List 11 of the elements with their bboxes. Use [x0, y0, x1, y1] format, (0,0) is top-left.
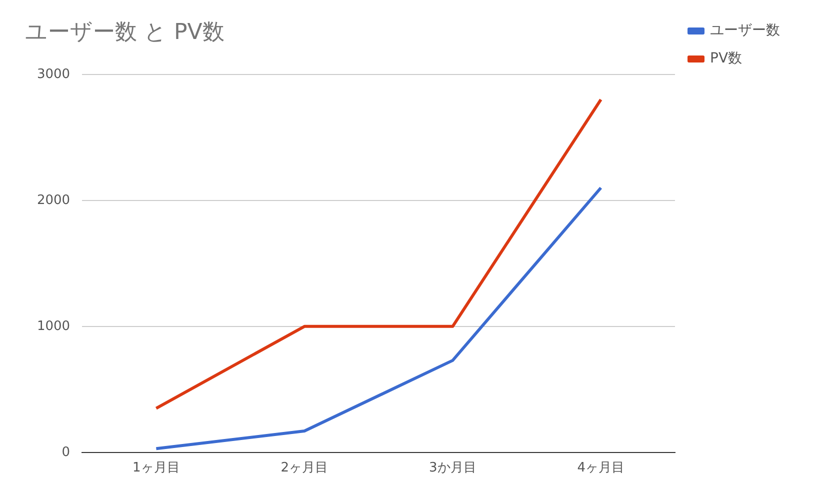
y-tick-label: 2000	[36, 192, 70, 208]
chart-title: ユーザー数 と PV数	[25, 20, 224, 45]
y-tick-label: 0	[62, 444, 70, 460]
x-tick-label: 3か月目	[429, 460, 476, 476]
legend-label: PV数	[710, 50, 742, 67]
y-tick-label: 3000	[36, 66, 70, 82]
x-tick-label: 1ヶ月目	[132, 460, 180, 476]
legend-label: ユーザー数	[710, 22, 780, 39]
x-tick-label: 4ヶ月目	[577, 460, 625, 476]
y-tick-label: 1000	[36, 318, 70, 334]
x-tick-label: 2ヶ月目	[280, 460, 328, 476]
